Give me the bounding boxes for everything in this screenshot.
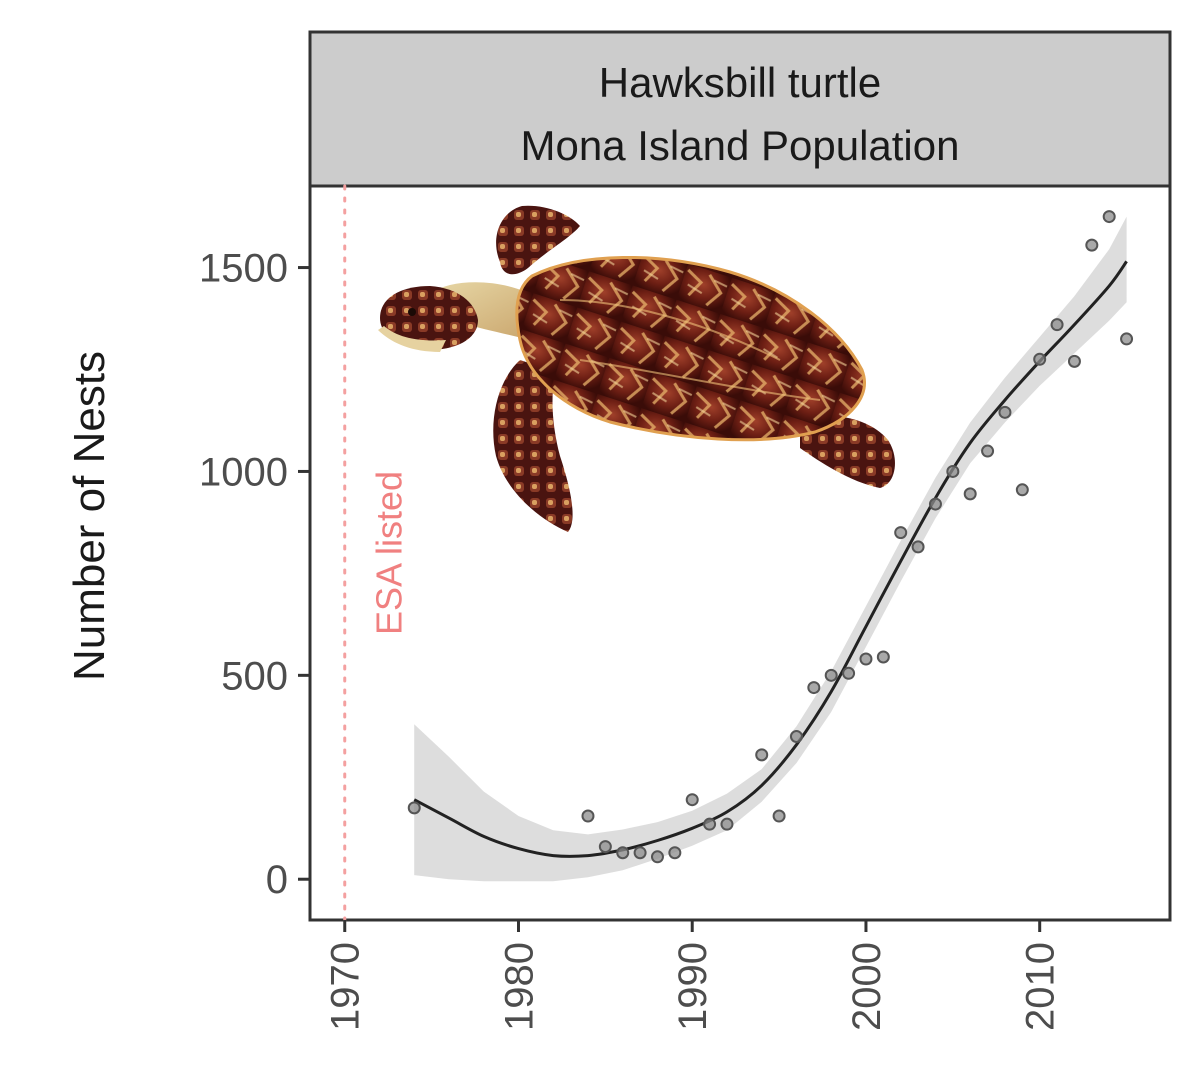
data-point	[824, 668, 838, 682]
y-tick-label: 500	[221, 654, 288, 698]
data-point	[772, 809, 786, 823]
y-tick-label: 1500	[199, 247, 288, 291]
data-point	[1120, 332, 1134, 346]
data-point	[703, 817, 717, 831]
y-tick-label: 1000	[199, 450, 288, 494]
strip-title-line-1: Hawksbill turtle	[599, 59, 881, 106]
x-tick-label: 1990	[671, 942, 715, 1031]
facet-strip	[308, 30, 1172, 188]
data-point	[598, 840, 612, 854]
confidence-ribbon	[414, 216, 1127, 882]
smooth-fit-line	[413, 260, 1128, 858]
data-point	[946, 464, 960, 478]
x-tick-label: 1970	[324, 942, 368, 1031]
data-point	[911, 540, 925, 554]
data-point	[650, 850, 664, 864]
esa-listed-annotation: ESA listed	[369, 471, 410, 635]
data-point	[616, 846, 630, 860]
data-point	[581, 809, 595, 823]
strip-title-line-2: Mona Island Population	[521, 122, 960, 169]
data-point	[894, 526, 908, 540]
data-point	[807, 681, 821, 695]
x-tick-label: 2000	[845, 942, 889, 1031]
data-point	[1085, 238, 1099, 252]
y-axis-title: Number of Nests	[65, 351, 114, 681]
data-point	[859, 652, 873, 666]
data-point	[1050, 318, 1064, 332]
data-point	[633, 846, 647, 860]
data-point	[755, 748, 769, 762]
data-point	[1015, 483, 1029, 497]
data-point	[963, 487, 977, 501]
data-point	[998, 405, 1012, 419]
data-point	[407, 801, 421, 815]
data-point	[789, 730, 803, 743]
data-point	[981, 444, 995, 458]
data-point	[720, 817, 734, 831]
x-tick-label: 1980	[497, 942, 541, 1031]
data-point	[685, 793, 699, 807]
x-tick-label: 2010	[1019, 942, 1063, 1031]
data-point	[668, 846, 682, 860]
data-point	[1067, 354, 1081, 368]
data-point	[1033, 352, 1047, 366]
data-point	[876, 650, 890, 664]
hawksbill-turtle-icon	[378, 205, 895, 532]
data-point	[1102, 210, 1116, 224]
y-tick-label: 0	[266, 858, 288, 902]
data-point	[842, 666, 856, 680]
data-point	[928, 497, 942, 511]
